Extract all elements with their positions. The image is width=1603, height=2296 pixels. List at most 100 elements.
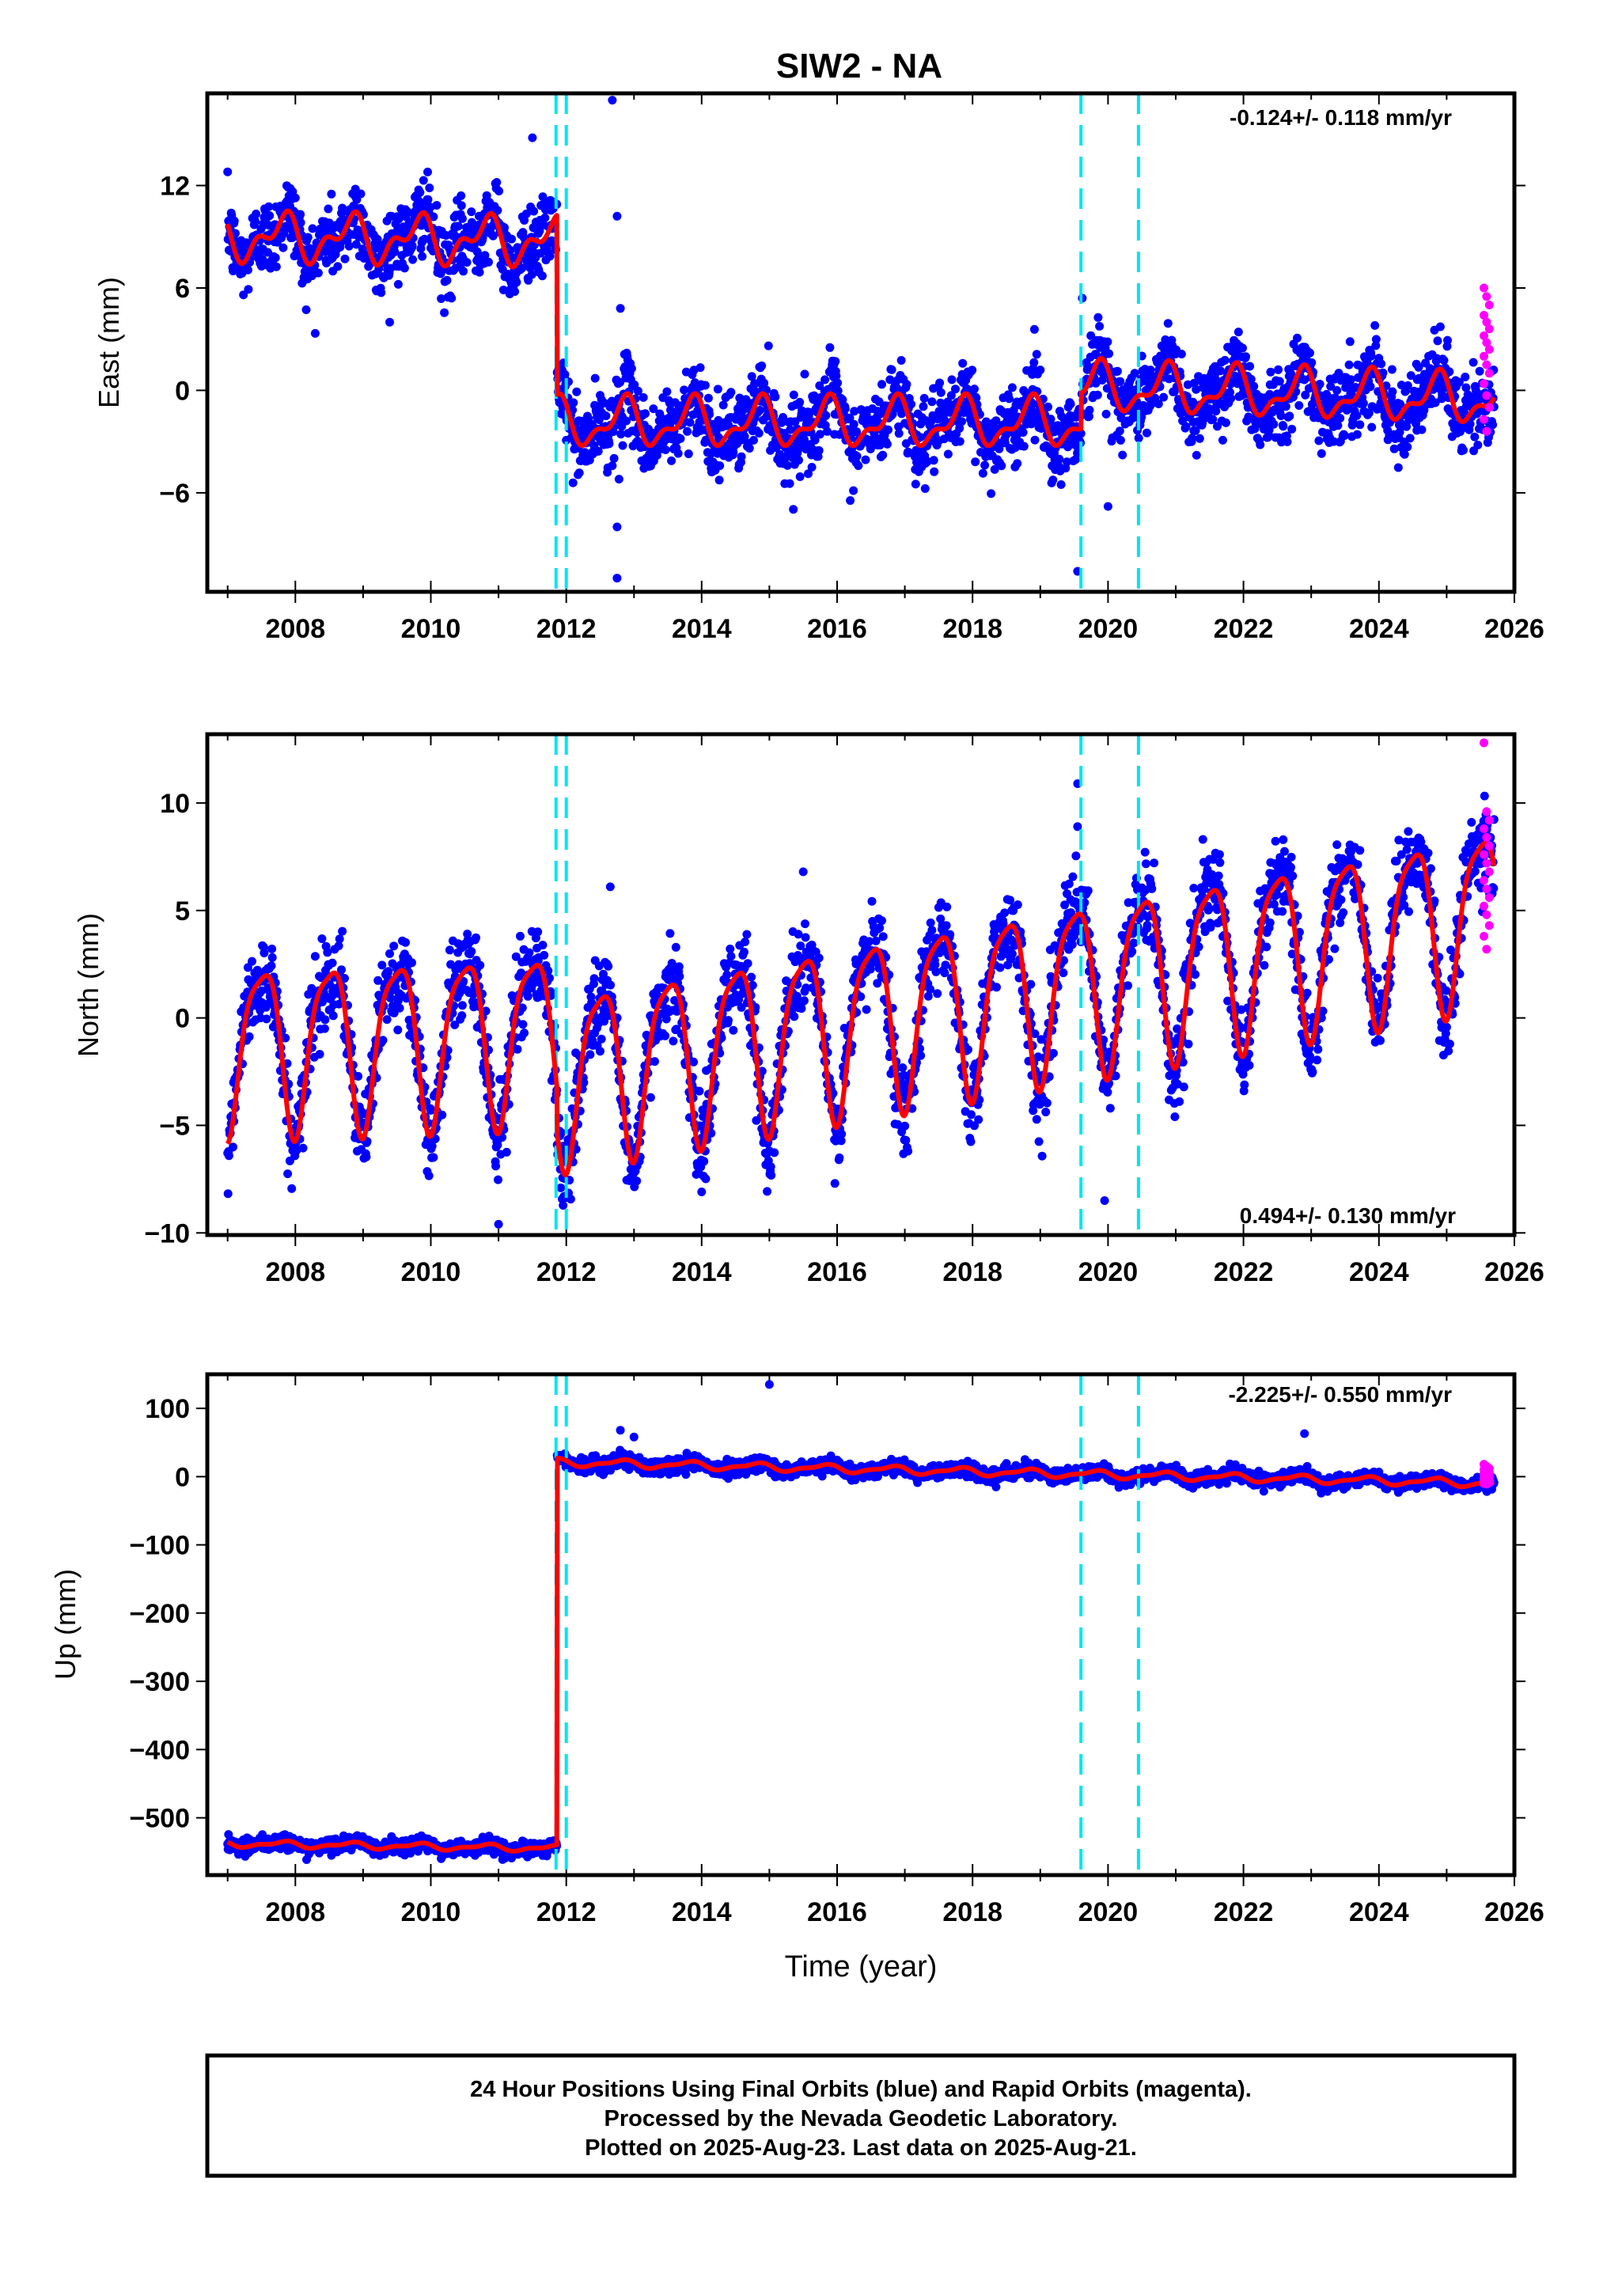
east-final-point: [764, 341, 773, 350]
east-final-point: [457, 214, 467, 223]
east-final-point: [1402, 422, 1412, 431]
east-final-point: [751, 379, 760, 388]
east-final-point: [713, 385, 722, 394]
north-final-point: [267, 961, 276, 971]
east-final-point: [356, 189, 366, 199]
north-final-point: [770, 1148, 779, 1157]
east-final-point: [1314, 436, 1324, 445]
east-final-point: [1287, 424, 1297, 434]
east-final-point: [252, 209, 261, 218]
east-final-point: [1340, 431, 1349, 440]
east-final-point: [296, 210, 305, 219]
east-final-point: [1019, 441, 1029, 451]
east-final-point: [506, 245, 515, 255]
east-final-point: [1395, 427, 1404, 437]
east-final-point: [310, 328, 320, 338]
north-final-point: [942, 902, 952, 911]
north-final-point: [1048, 1048, 1058, 1058]
north-final-point: [257, 986, 266, 995]
east-final-point: [1406, 371, 1415, 381]
east-final-point: [1352, 411, 1362, 420]
east-final-point: [1454, 377, 1464, 387]
east-outlier-point: [614, 475, 623, 484]
north-final-point: [450, 1020, 460, 1029]
east-final-point: [290, 193, 300, 203]
east-final-point: [833, 386, 843, 396]
east-final-point: [703, 393, 713, 403]
north-y-tick-label: 0: [175, 1004, 190, 1034]
east-final-point: [1431, 398, 1440, 407]
east-final-point: [662, 387, 672, 396]
north-final-point: [538, 941, 548, 949]
east-final-point: [700, 381, 710, 390]
east-final-point: [440, 308, 449, 317]
north-final-point: [1068, 872, 1078, 881]
north-final-point: [767, 1171, 776, 1180]
east-final-point: [408, 255, 418, 264]
north-final-point: [340, 974, 349, 983]
east-final-point: [849, 486, 858, 495]
north-final-point: [967, 1110, 976, 1120]
east-final-point: [676, 434, 685, 443]
east-final-point: [324, 204, 333, 214]
north-final-point: [992, 983, 1001, 992]
east-final-point: [462, 258, 472, 267]
east-final-point: [472, 247, 482, 256]
east-final-point: [1101, 409, 1111, 419]
north-final-point: [401, 938, 410, 947]
east-outlier-point: [612, 522, 622, 532]
north-final-point: [926, 918, 935, 927]
east-final-point: [1241, 352, 1250, 362]
east-final-point: [1301, 390, 1310, 400]
east-final-point: [1396, 381, 1406, 390]
east-final-point: [1276, 411, 1286, 420]
east-final-point: [1315, 380, 1324, 388]
north-final-point: [1071, 851, 1081, 861]
east-x-tick-label: 2024: [1349, 614, 1409, 644]
east-final-point: [919, 393, 929, 403]
north-final-point: [801, 919, 809, 929]
north-x-tick-label: 2018: [942, 1257, 1002, 1287]
north-final-point: [377, 960, 387, 970]
east-final-point: [1470, 432, 1480, 441]
north-final-point: [726, 952, 736, 961]
north-final-point: [837, 1129, 847, 1139]
east-final-point: [1055, 454, 1064, 464]
north-final-point: [445, 945, 454, 955]
north-final-point: [1032, 1115, 1041, 1124]
east-final-point: [786, 425, 795, 434]
east-final-point: [861, 455, 870, 464]
east-rapid-point: [1484, 301, 1494, 309]
east-final-point: [313, 268, 323, 278]
north-final-point: [830, 1179, 839, 1188]
east-final-point: [1287, 369, 1295, 378]
east-final-point: [747, 372, 756, 381]
north-final-point: [689, 1057, 699, 1067]
east-final-point: [419, 176, 428, 185]
east-final-point: [1388, 387, 1397, 396]
east-rapid-point: [1482, 391, 1491, 400]
east-final-point: [1220, 355, 1230, 365]
east-final-point: [510, 287, 520, 296]
east-final-point: [1387, 365, 1396, 374]
east-final-point: [927, 397, 937, 407]
east-final-point: [783, 460, 792, 470]
east-outlier-point: [528, 133, 537, 142]
east-rapid-point: [1480, 283, 1488, 293]
north-final-point: [438, 1110, 447, 1120]
north-final-point: [287, 1184, 297, 1193]
east-final-point: [488, 231, 498, 241]
north-final-point: [545, 973, 554, 983]
east-final-point: [832, 371, 841, 381]
east-final-point: [997, 461, 1006, 471]
east-final-point: [814, 446, 824, 455]
north-x-tick-label: 2026: [1484, 1257, 1544, 1287]
east-final-point: [457, 191, 466, 200]
east-x-tick-label: 2016: [807, 614, 867, 644]
north-final-point: [424, 1171, 434, 1180]
east-final-point: [641, 409, 650, 419]
north-final-point: [671, 942, 680, 952]
east-final-point: [1018, 428, 1028, 437]
north-final-point: [766, 1162, 775, 1172]
east-final-point: [760, 378, 769, 388]
